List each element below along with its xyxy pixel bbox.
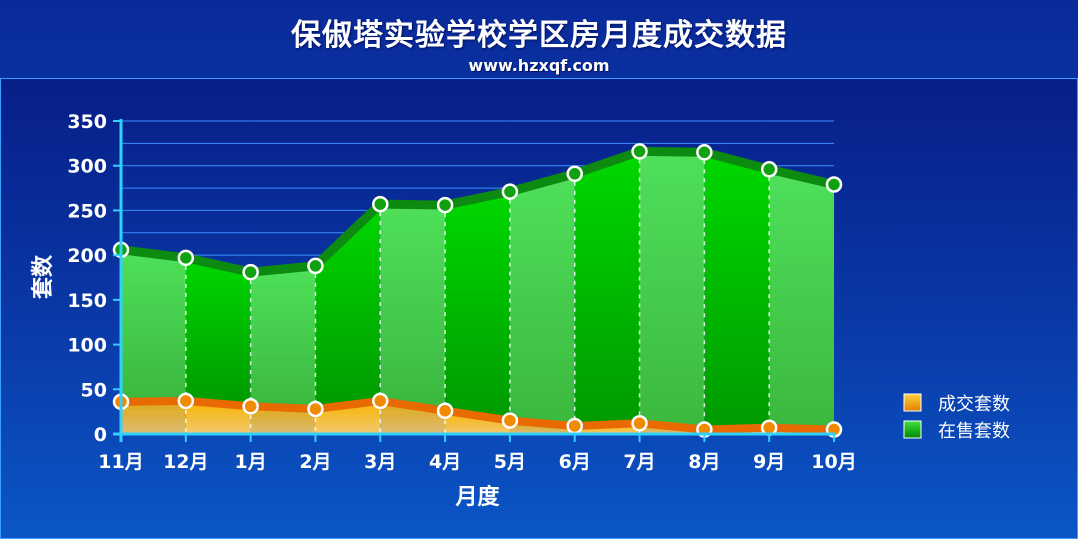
- data-point-在售套数: [566, 165, 583, 183]
- y-tick-label: 50: [81, 379, 107, 401]
- area-segment-在售套数: [185, 257, 251, 407]
- y-axis-label: 套数: [30, 254, 56, 299]
- chart-header: 保俶塔实验学校学区房月度成交数据 www.hzxqf.com: [0, 0, 1078, 78]
- area-segment-在售套数: [445, 191, 510, 421]
- data-point-成交套数: [501, 412, 519, 429]
- y-tick-label: 100: [67, 335, 107, 357]
- x-tick-label: 8月: [688, 451, 720, 473]
- data-point-在售套数: [177, 249, 195, 267]
- data-point-在售套数: [372, 195, 389, 213]
- x-tick-label: 10月: [811, 451, 856, 473]
- area-segment-在售套数: [639, 151, 705, 430]
- x-tick-label: 1月: [235, 451, 267, 473]
- x-tick-label: 5月: [494, 451, 526, 473]
- area-segment-在售套数: [380, 204, 446, 411]
- legend-label: 在售套数: [938, 421, 1010, 442]
- series-line-在售套数: [120, 146, 836, 277]
- data-point-成交套数: [566, 417, 583, 435]
- legend-label: 成交套数: [938, 394, 1010, 415]
- data-point-在售套数: [631, 143, 648, 160]
- data-point-在售套数: [307, 257, 324, 275]
- x-tick-label: 3月: [364, 451, 396, 473]
- y-tick-label: 150: [67, 290, 107, 312]
- data-point-在售套数: [825, 176, 843, 193]
- data-point-在售套数: [696, 144, 713, 161]
- y-tick-label: 350: [67, 111, 107, 133]
- x-tick-label: 9月: [753, 451, 785, 473]
- legend-swatch: [903, 393, 922, 412]
- chart-title: 保俶塔实验学校学区房月度成交数据: [291, 18, 787, 53]
- area-segment-在售套数: [250, 265, 316, 409]
- y-tick-label: 250: [67, 200, 107, 222]
- y-tick-label: 200: [67, 245, 107, 267]
- data-point-成交套数: [307, 400, 324, 418]
- data-point-在售套数: [242, 263, 259, 281]
- y-tick-label: 0: [94, 424, 107, 446]
- area-segment-成交套数: [185, 400, 251, 434]
- data-point-在售套数: [760, 161, 778, 178]
- x-tick-label: 2月: [299, 451, 331, 473]
- x-axis-label: 月度: [454, 484, 500, 510]
- x-tick-label: 6月: [559, 451, 591, 473]
- area-segment-成交套数: [121, 400, 186, 434]
- area-segment-在售套数: [769, 169, 834, 430]
- legend-swatch: [903, 420, 922, 439]
- data-point-成交套数: [372, 392, 389, 410]
- y-tick-label: 300: [67, 156, 107, 178]
- area-segment-在售套数: [704, 152, 770, 430]
- data-point-成交套数: [631, 415, 648, 432]
- data-point-成交套数: [242, 398, 259, 415]
- x-tick-label: 11月: [98, 451, 143, 473]
- x-tick-label: 12月: [163, 451, 208, 473]
- area-segment-在售套数: [574, 151, 640, 426]
- data-point-成交套数: [436, 402, 454, 419]
- series-line-成交套数: [120, 396, 835, 434]
- chart-subtitle: www.hzxqf.com: [468, 56, 610, 75]
- x-tick-label: 7月: [623, 451, 655, 473]
- data-point-在售套数: [436, 196, 454, 214]
- x-tick-label: 4月: [429, 451, 461, 473]
- area-segment-在售套数: [509, 173, 575, 426]
- area-segment-在售套数: [121, 249, 186, 402]
- data-point-成交套数: [177, 392, 195, 410]
- data-point-在售套数: [501, 183, 519, 200]
- area-segment-成交套数: [250, 406, 316, 434]
